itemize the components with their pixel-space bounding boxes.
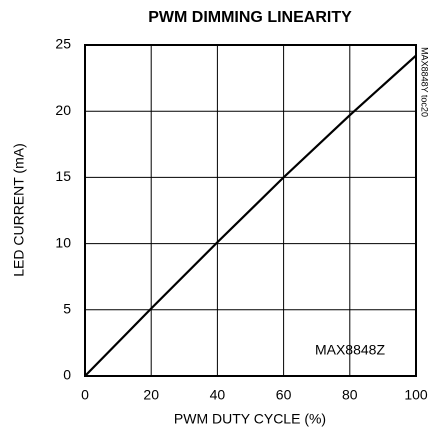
- y-tick-label: 0: [63, 367, 71, 383]
- x-tick-label: 40: [210, 387, 226, 403]
- plot-frame: [84, 44, 417, 377]
- y-tick-label: 5: [63, 301, 71, 317]
- x-tick-label: 60: [276, 387, 292, 403]
- y-tick-label: 15: [55, 168, 71, 184]
- y-tick-label: 25: [55, 36, 71, 52]
- y-tick-label: 20: [55, 102, 71, 118]
- y-axis-label: LED CURRENT (mA): [11, 143, 27, 277]
- y-tick-label: 10: [55, 234, 71, 250]
- chart-title: PWM DIMMING LINEARITY: [148, 9, 352, 26]
- x-axis-label: PWM DUTY CYCLE (%): [174, 411, 326, 427]
- data-line: [84, 54, 417, 377]
- annotation: MAX8848Y toc20: [420, 47, 428, 117]
- x-tick-label: 0: [81, 387, 89, 403]
- x-tick-label: 100: [404, 387, 428, 403]
- x-tick-label: 20: [143, 387, 159, 403]
- x-tick-label: 80: [342, 387, 358, 403]
